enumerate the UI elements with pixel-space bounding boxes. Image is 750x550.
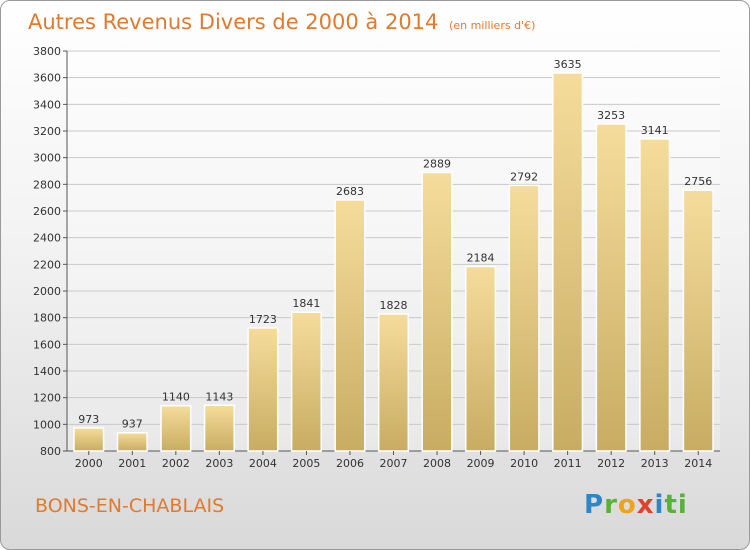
x-tick-label: 2014 [684, 457, 712, 470]
logo-letter: r [604, 490, 618, 520]
x-tick-label: 2002 [162, 457, 190, 470]
y-tick-label: 2000 [33, 285, 61, 298]
x-tick-label: 2009 [467, 457, 495, 470]
y-tick-label: 800 [40, 445, 61, 458]
place-name: BONS-EN-CHABLAIS [35, 495, 225, 517]
bar-value-label: 2683 [336, 185, 364, 198]
chart-title: Autres Revenus Divers de 2000 à 2014 (en… [28, 10, 535, 34]
y-tick-label: 3800 [33, 45, 61, 58]
chart-subtitle: (en milliers d'€) [449, 19, 536, 32]
bar [160, 404, 192, 452]
bar [508, 184, 540, 452]
y-tick-label: 1600 [33, 338, 61, 351]
logo-letter: P [584, 490, 605, 520]
x-tick-label: 2001 [118, 457, 146, 470]
y-tick-label: 3400 [33, 98, 61, 111]
bar-value-label: 1143 [205, 390, 233, 403]
y-tick-label: 1200 [33, 392, 61, 405]
bar [552, 72, 584, 452]
x-tick-label: 2012 [597, 457, 625, 470]
chart-title-text: Autres Revenus Divers de 2000 à 2014 [28, 10, 439, 34]
x-tick-label: 2007 [380, 457, 408, 470]
y-tick-label: 3600 [33, 72, 61, 85]
y-tick-label: 1000 [33, 418, 61, 431]
bar [116, 431, 148, 452]
y-tick-label: 2200 [33, 258, 61, 271]
bar [334, 199, 366, 452]
x-tick-label: 2013 [641, 457, 669, 470]
y-tick-label: 1800 [33, 312, 61, 325]
x-tick-label: 2006 [336, 457, 364, 470]
x-tick-label: 2000 [75, 457, 103, 470]
bar [465, 265, 497, 452]
y-tick-label: 2800 [33, 178, 61, 191]
y-tick-label: 2400 [33, 232, 61, 245]
bar [639, 138, 671, 452]
x-tick-label: 2010 [510, 457, 538, 470]
logo-letter: x [636, 490, 655, 520]
y-tick-label: 3000 [33, 152, 61, 165]
x-tick-label: 2003 [205, 457, 233, 470]
bar [247, 327, 279, 452]
x-tick-label: 2004 [249, 457, 277, 470]
y-tick-label: 1400 [33, 365, 61, 378]
x-tick-label: 2011 [554, 457, 582, 470]
y-tick-label: 3200 [33, 125, 61, 138]
bar-value-label: 1723 [249, 313, 277, 326]
bar [203, 404, 235, 452]
x-tick-label: 2008 [423, 457, 451, 470]
bar-value-label: 3253 [597, 109, 625, 122]
bar-value-label: 1828 [380, 299, 408, 312]
x-tick-label: 2005 [292, 457, 320, 470]
y-tick-label: 2600 [33, 205, 61, 218]
bar-value-label: 973 [78, 413, 99, 426]
bar-value-label: 1140 [162, 391, 190, 404]
logo-letter: ti [664, 490, 688, 520]
bar-value-label: 2756 [684, 175, 712, 188]
bar-value-label: 2792 [510, 170, 538, 183]
logo-letter: o [617, 490, 637, 520]
bar-value-label: 3141 [641, 124, 669, 137]
bar [595, 123, 627, 452]
bar [290, 311, 322, 452]
bar [682, 189, 714, 452]
bar-value-label: 2184 [467, 251, 495, 264]
logo-letter: i [654, 490, 665, 520]
bar-value-label: 2889 [423, 157, 451, 170]
bar [73, 427, 105, 452]
bar [377, 313, 410, 452]
bar-value-label: 3635 [554, 58, 582, 71]
bar-value-label: 1841 [292, 297, 320, 310]
proxiti-logo: Proxiti [584, 490, 688, 520]
bar [421, 171, 453, 452]
bar-value-label: 937 [122, 418, 143, 431]
